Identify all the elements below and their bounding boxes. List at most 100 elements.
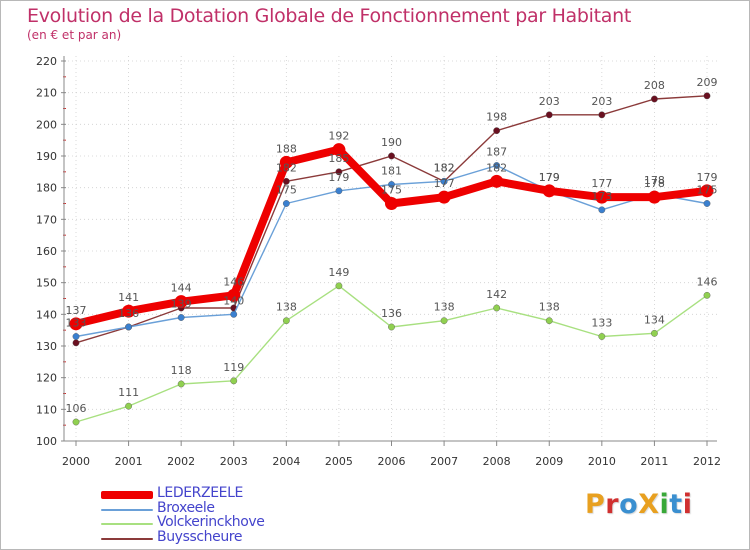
data-point-volckerinckhove: [493, 304, 501, 312]
y-tick-label: 150: [36, 277, 57, 290]
data-point-lederzeele: [437, 190, 451, 204]
data-label-buysscheure: 203: [591, 95, 612, 108]
data-point-volckerinckhove: [388, 323, 395, 331]
series-lines: [69, 92, 714, 426]
data-point-lederzeele: [122, 304, 136, 318]
data-label-buysscheure: 182: [276, 161, 297, 174]
data-label-buysscheure: 209: [697, 76, 718, 89]
data-label-buysscheure: 190: [381, 136, 402, 149]
x-tick-label: 2000: [62, 455, 90, 468]
data-label-lederzeele: 146: [223, 275, 244, 288]
legend-item: LEDERZEELE: [101, 485, 401, 502]
data-labels: 182 185 190 182 198 203 203 208 209 106 111 118 119 1…: [66, 76, 718, 415]
data-point-buysscheure: [388, 152, 395, 160]
data-label-lederzeele: 179: [697, 171, 718, 184]
y-tick-label: 120: [36, 372, 57, 385]
legend-item: Buysscheure: [101, 529, 401, 546]
data-label-lederzeele: 177: [591, 177, 612, 190]
data-label-broxeele: 133: [66, 317, 87, 330]
legend-swatch: [101, 523, 153, 525]
data-point-volckerinckhove: [703, 291, 711, 299]
data-point-buysscheure: [651, 95, 658, 103]
data-label-buysscheure: 203: [539, 95, 560, 108]
data-point-broxeele: [388, 181, 395, 188]
data-point-lederzeele: [595, 190, 609, 204]
data-label-broxeele: 136: [118, 307, 139, 320]
y-tick-label: 160: [36, 245, 57, 258]
data-label-volckerinckhove: 149: [328, 266, 349, 279]
data-point-volckerinckhove: [440, 317, 448, 325]
y-tick-label: 100: [36, 435, 57, 448]
data-label-broxeele: 175: [276, 184, 297, 197]
data-label-buysscheure: 182: [434, 161, 455, 174]
logo-letter: X: [638, 489, 660, 520]
data-point-lederzeele: [332, 143, 346, 157]
data-point-volckerinckhove: [335, 282, 343, 290]
data-label-lederzeele: 178: [644, 177, 665, 190]
logo-letter: r: [605, 489, 620, 520]
data-label-volckerinckhove: 106: [66, 402, 87, 415]
data-label-broxeele: 175: [697, 184, 718, 197]
data-point-lederzeele: [174, 295, 188, 309]
y-tick-label: 210: [36, 87, 57, 100]
data-label-broxeele: 139: [171, 298, 192, 311]
data-label-lederzeele: 177: [434, 177, 455, 190]
data-label-lederzeele: 182: [486, 161, 507, 174]
legend-swatch: [101, 537, 153, 540]
data-label-buysscheure: 208: [644, 79, 665, 92]
x-tick-label: 2004: [272, 455, 300, 468]
y-tick-label: 140: [36, 308, 57, 321]
data-label-volckerinckhove: 119: [223, 361, 244, 374]
y-tick-label: 180: [36, 182, 57, 195]
data-label-lederzeele: 188: [276, 142, 297, 155]
data-point-broxeele: [598, 206, 606, 214]
data-point-lederzeele: [542, 184, 556, 198]
data-point-volckerinckhove: [545, 317, 553, 325]
data-label-volckerinckhove: 118: [171, 364, 192, 377]
data-point-lederzeele: [279, 155, 293, 169]
data-point-volckerinckhove: [177, 380, 185, 388]
legend-label: Broxeele: [157, 499, 215, 516]
data-label-broxeele: 179: [539, 171, 560, 184]
data-point-broxeele: [493, 162, 501, 169]
data-label-lederzeele: 144: [171, 282, 192, 295]
y-tick-label: 200: [36, 118, 57, 131]
x-tick-label: 2010: [588, 455, 616, 468]
data-point-lederzeele: [647, 190, 661, 204]
data-label-volckerinckhove: 142: [486, 288, 507, 301]
data-label-broxeele: 173: [591, 190, 612, 203]
data-point-buysscheure: [493, 127, 501, 135]
logo-letter: o: [619, 489, 639, 520]
data-point-volckerinckhove: [230, 377, 238, 385]
x-tick-label: 2003: [220, 455, 248, 468]
data-point-volckerinckhove: [651, 329, 658, 337]
x-tick-label: 2009: [535, 455, 563, 468]
data-point-volckerinckhove: [72, 418, 80, 426]
data-label-broxeele: 179: [328, 171, 349, 184]
data-point-volckerinckhove: [125, 402, 132, 410]
data-label-volckerinckhove: 138: [434, 301, 455, 314]
data-point-buysscheure: [335, 168, 343, 176]
data-label-volckerinckhove: 111: [118, 386, 139, 399]
data-label-broxeele: 182: [434, 161, 455, 174]
x-tick-label: 2005: [325, 455, 353, 468]
data-label-lederzeele: 141: [118, 291, 139, 304]
chart-title: Evolution de la Dotation Globale de Fonc…: [27, 5, 632, 27]
data-label-volckerinckhove: 146: [697, 275, 718, 288]
data-point-buysscheure: [72, 339, 80, 347]
legend-label: LEDERZEELE: [157, 485, 243, 501]
axes: 100 110 120 130 140 150 160 170 180 190 200 210 220 2…: [36, 55, 721, 468]
data-point-buysscheure: [282, 177, 290, 185]
data-point-lederzeele: [490, 174, 504, 188]
data-label-lederzeele: 179: [539, 171, 560, 184]
logo-letter: i: [659, 489, 670, 520]
data-point-buysscheure: [598, 111, 606, 119]
data-point-broxeele: [177, 314, 185, 321]
data-point-lederzeele: [227, 288, 241, 302]
data-label-volckerinckhove: 138: [276, 301, 297, 314]
logo-letter: t: [669, 489, 683, 520]
data-label-volckerinckhove: 134: [644, 313, 665, 326]
line-chart: 100 110 120 130 140 150 160 170 180 190 200 210 220 2…: [36, 55, 721, 468]
x-tick-label: 2008: [483, 455, 511, 468]
data-label-volckerinckhove: 133: [591, 317, 612, 330]
